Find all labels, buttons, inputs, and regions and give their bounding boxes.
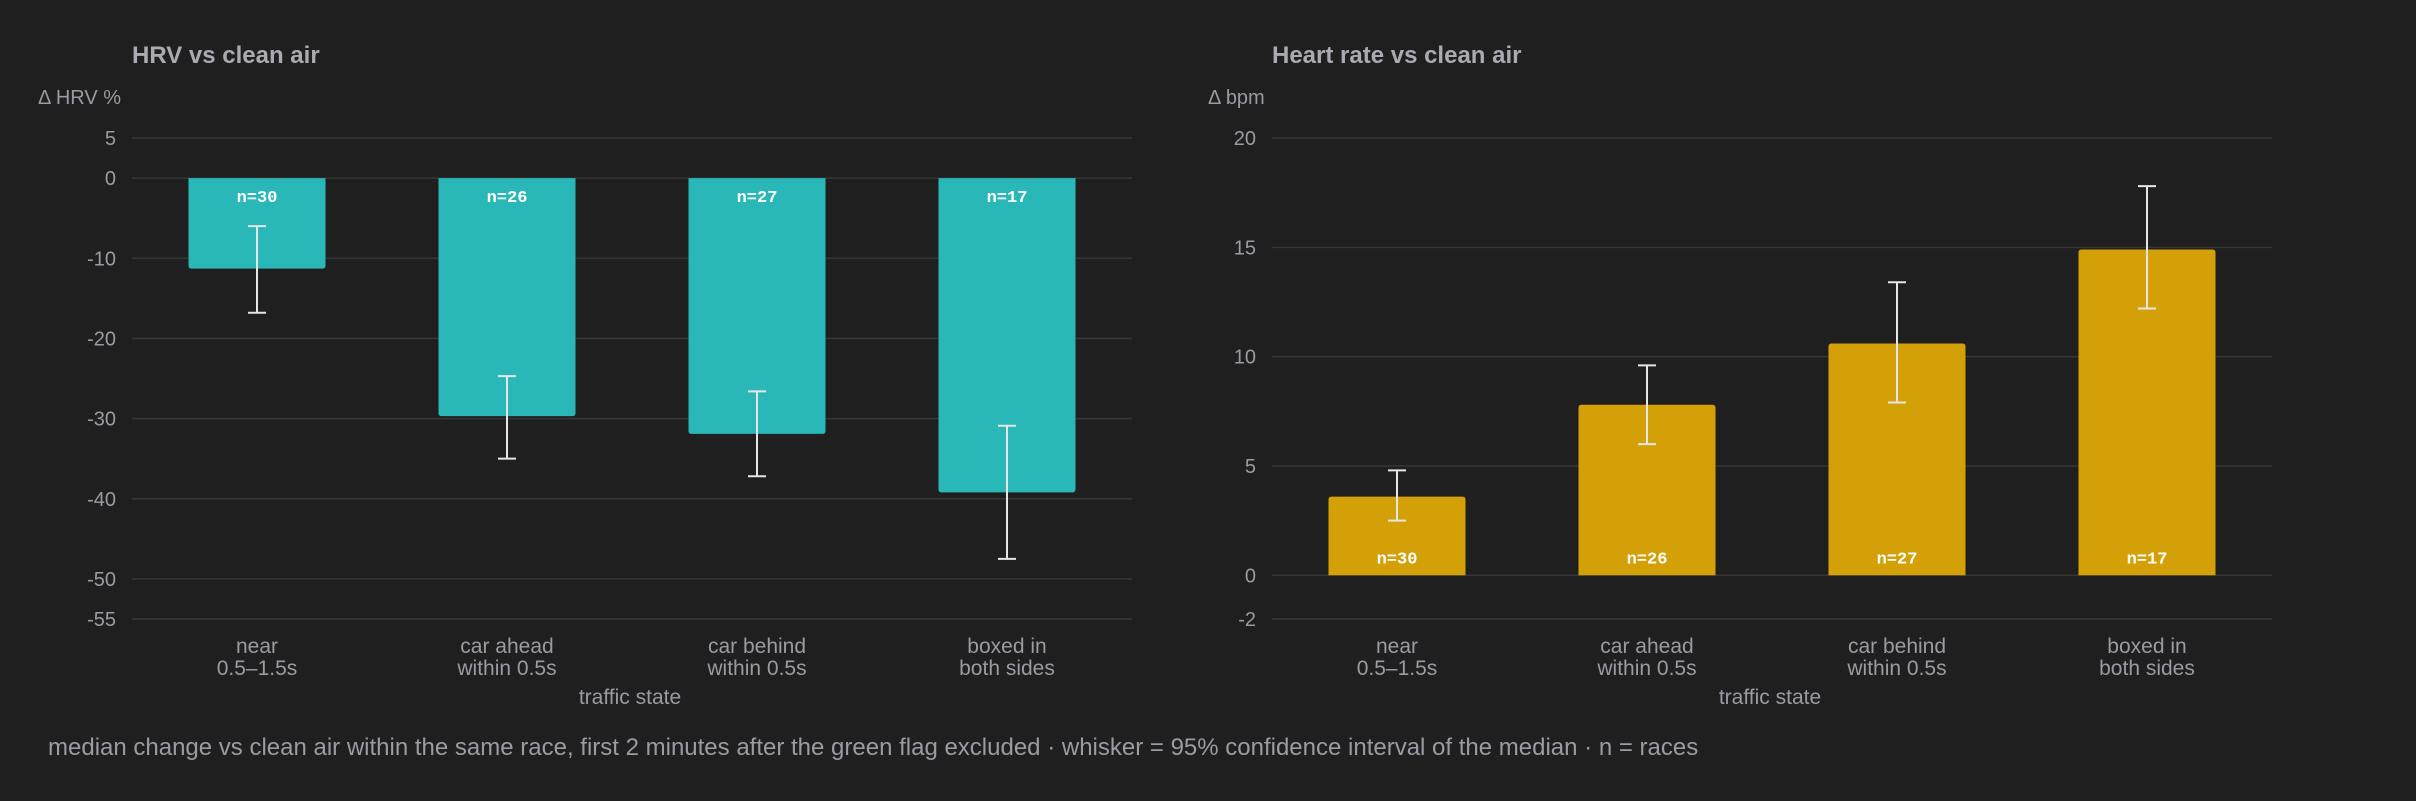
y-tick-label: 5: [1245, 456, 1256, 478]
y-tick-label: 10: [1234, 347, 1256, 369]
x-tick-label: car behind: [1848, 635, 1946, 658]
bar-data-label: n=17: [2127, 550, 2168, 569]
y-axis-label: Δ HRV %: [38, 87, 121, 109]
bar: [688, 178, 826, 434]
y-tick-label: -10: [87, 248, 116, 270]
x-tick-label: near: [1376, 635, 1418, 658]
x-tick-label: near: [236, 635, 278, 658]
y-tick-label: 0: [105, 168, 116, 190]
x-tick-label: boxed in: [967, 635, 1046, 658]
x-tick-label: within 0.5s: [456, 657, 556, 680]
bar-data-label: n=30: [1377, 550, 1418, 569]
chart-title: HRV vs clean air: [132, 42, 320, 69]
bar-data-label: n=27: [737, 189, 778, 208]
y-axis-label: Δ bpm: [1208, 87, 1265, 109]
y-tick-label: -2: [1238, 609, 1256, 631]
bar-data-label: n=26: [1627, 550, 1668, 569]
x-tick-label: car ahead: [1600, 635, 1693, 658]
y-tick-label: 0: [1245, 565, 1256, 587]
y-tick-label: -20: [87, 328, 116, 350]
x-tick-label: within 0.5s: [706, 657, 806, 680]
chart-title: Heart rate vs clean air: [1272, 42, 1521, 69]
x-tick-label: 0.5–1.5s: [1357, 657, 1438, 680]
bar: [188, 178, 326, 269]
bar: [2078, 249, 2216, 576]
x-tick-label: within 0.5s: [1846, 657, 1946, 680]
bar-data-label: n=27: [1877, 550, 1918, 569]
bar: [938, 178, 1076, 493]
x-axis-label: traffic state: [1719, 686, 1821, 709]
x-tick-label: car behind: [708, 635, 806, 658]
figure-caption: median change vs clean air within the sa…: [48, 734, 1699, 761]
bar-data-label: n=30: [237, 189, 278, 208]
y-tick-label: -50: [87, 569, 116, 591]
x-tick-label: within 0.5s: [1596, 657, 1696, 680]
y-tick-label: -40: [87, 489, 116, 511]
bar-data-label: n=26: [487, 189, 528, 208]
y-tick-label: 5: [105, 128, 116, 150]
y-tick-label: -55: [87, 609, 116, 631]
x-tick-label: both sides: [959, 657, 1055, 680]
x-tick-label: car ahead: [460, 635, 553, 658]
bar: [1328, 496, 1466, 576]
y-tick-label: 20: [1234, 128, 1256, 150]
x-tick-label: boxed in: [2107, 635, 2186, 658]
bar-data-label: n=17: [987, 189, 1028, 208]
bar: [438, 178, 576, 417]
bar: [1828, 343, 1966, 576]
bar: [1578, 404, 1716, 576]
x-tick-label: 0.5–1.5s: [217, 657, 298, 680]
y-tick-label: 15: [1234, 237, 1256, 259]
y-tick-label: -30: [87, 409, 116, 431]
x-tick-label: both sides: [2099, 657, 2195, 680]
x-axis-label: traffic state: [579, 686, 681, 709]
